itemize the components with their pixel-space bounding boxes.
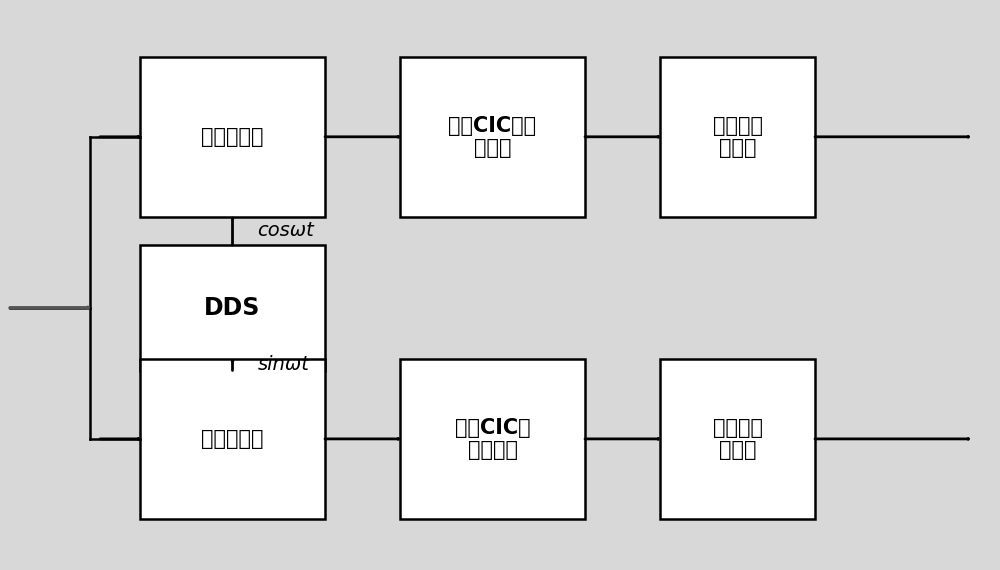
Text: 第二混频器: 第二混频器 (201, 429, 264, 449)
Text: 第二CIC抽: 第二CIC抽 (455, 418, 530, 438)
Text: 第一窄带: 第一窄带 (712, 116, 763, 136)
Bar (140, 359, 325, 519)
Text: 第二窄带: 第二窄带 (712, 418, 763, 438)
Bar (400, 359, 585, 519)
Text: 滤波器: 滤波器 (474, 137, 511, 158)
Text: 滤波器: 滤波器 (719, 439, 756, 460)
Bar (140, 57, 325, 217)
Bar (660, 57, 815, 217)
Bar (140, 245, 325, 370)
Text: 滤波器: 滤波器 (719, 137, 756, 158)
Bar (660, 359, 815, 519)
Bar (400, 57, 585, 217)
Text: cosωt: cosωt (258, 221, 314, 241)
Text: DDS: DDS (204, 296, 261, 320)
Text: sinωt: sinωt (258, 355, 309, 374)
Text: 取滤波器: 取滤波器 (468, 439, 518, 460)
Text: 第一CIC抽取: 第一CIC抽取 (448, 116, 537, 136)
Text: 第一混频器: 第一混频器 (201, 127, 264, 147)
